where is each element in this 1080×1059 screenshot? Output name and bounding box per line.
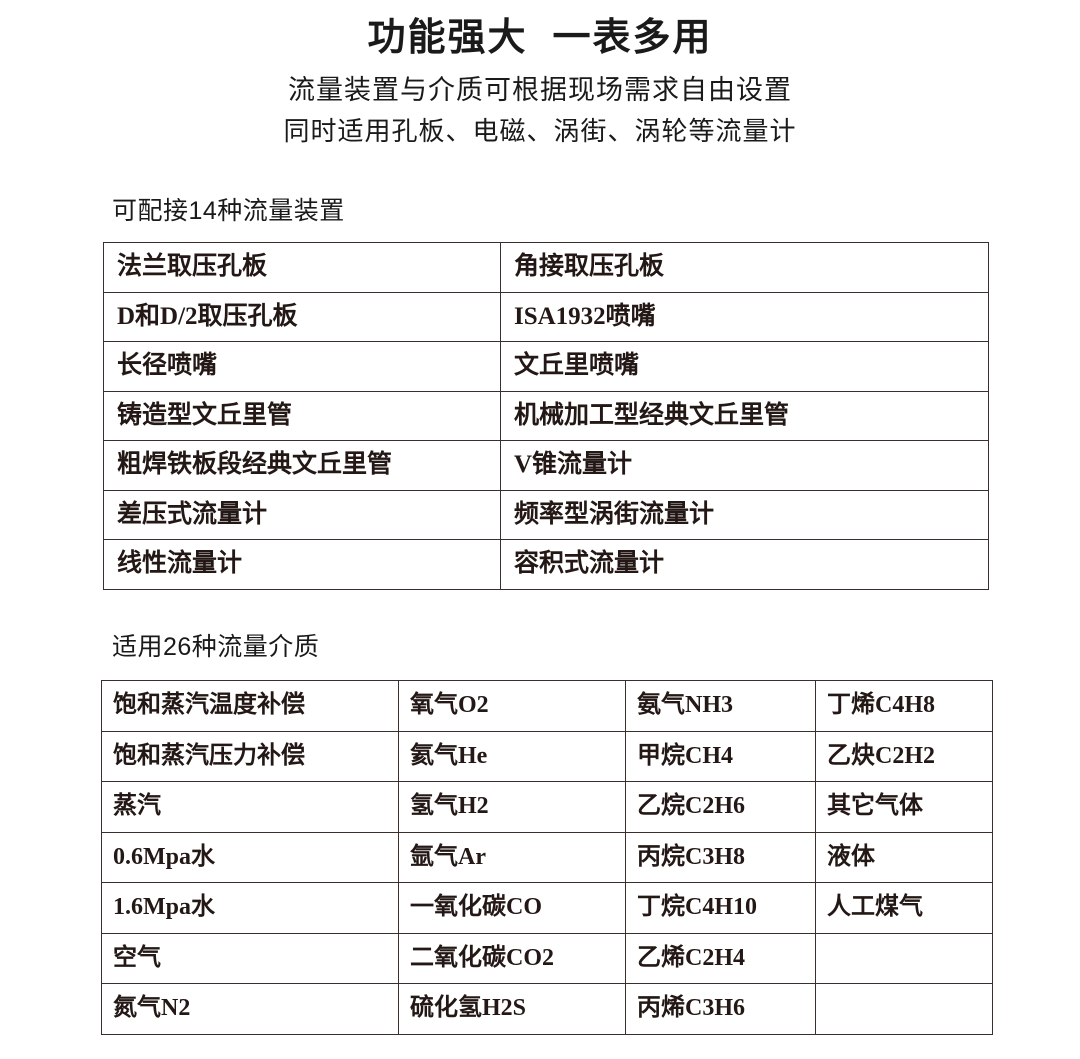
table-cell: 硫化氢H2S [398, 983, 626, 1035]
table-row: 氮气N2 硫化氢H2S 丙烯C3H6 [101, 983, 993, 1035]
table-cell: 甲烷CH4 [625, 730, 816, 782]
table-cell: 文丘里喷嘴 [500, 341, 989, 392]
page-subtitle-primary: 流量装置与介质可根据现场需求自由设置 [288, 75, 792, 105]
table-cell: 粗焊铁板段经典文丘里管 [103, 440, 501, 491]
devices-table-body: 法兰取压孔板 角接取压孔板 D和D/2取压孔板 ISA1932喷嘴 长径喷嘴 文… [103, 242, 989, 590]
media-table: 饱和蒸汽温度补偿 氧气O2 氨气NH3 丁烯C4H8 饱和蒸汽压力补偿 氦气He… [101, 680, 993, 1035]
table-cell: 氨气NH3 [625, 680, 816, 732]
table-cell: D和D/2取压孔板 [103, 291, 501, 342]
table-row: 粗焊铁板段经典文丘里管 V锥流量计 [103, 440, 989, 491]
table-row: 法兰取压孔板 角接取压孔板 [103, 242, 989, 293]
table-cell: 铸造型文丘里管 [103, 390, 501, 441]
table-cell: 丙烯C3H6 [625, 983, 816, 1035]
table-cell: 二氧化碳CO2 [398, 932, 626, 984]
table-cell: 氧气O2 [398, 680, 626, 732]
table-cell: 一氧化碳CO [398, 882, 626, 934]
media-table-container: 饱和蒸汽温度补偿 氧气O2 氨气NH3 丁烯C4H8 饱和蒸汽压力补偿 氦气He… [101, 680, 993, 1035]
table-row: 差压式流量计 频率型涡街流量计 [103, 489, 989, 540]
table-cell: 氦气He [398, 730, 626, 782]
table-cell: 人工煤气 [815, 882, 993, 934]
table-cell: 液体 [815, 831, 993, 883]
table-cell: 角接取压孔板 [500, 242, 989, 293]
table-cell: 法兰取压孔板 [103, 242, 501, 293]
table-cell: 氢气H2 [398, 781, 626, 833]
table-cell: V锥流量计 [500, 440, 989, 491]
table-row: 0.6Mpa水 氩气Ar 丙烷C3H8 液体 [101, 831, 993, 883]
table-row: 空气 二氧化碳CO2 乙烯C2H4 [101, 932, 993, 984]
table-cell-empty [815, 983, 993, 1035]
table-cell: 饱和蒸汽温度补偿 [101, 680, 399, 732]
table-cell: 长径喷嘴 [103, 341, 501, 392]
devices-table-container: 法兰取压孔板 角接取压孔板 D和D/2取压孔板 ISA1932喷嘴 长径喷嘴 文… [103, 242, 989, 590]
table-cell: 其它气体 [815, 781, 993, 833]
table-cell: 线性流量计 [103, 539, 501, 590]
table-cell: 氮气N2 [101, 983, 399, 1035]
table-cell: 丙烷C3H8 [625, 831, 816, 883]
table-cell: 丁烯C4H8 [815, 680, 993, 732]
table-row: 铸造型文丘里管 机械加工型经典文丘里管 [103, 390, 989, 441]
table-cell: 饱和蒸汽压力补偿 [101, 730, 399, 782]
table-row: 饱和蒸汽压力补偿 氦气He 甲烷CH4 乙炔C2H2 [101, 730, 993, 782]
table-cell: 乙烷C2H6 [625, 781, 816, 833]
table-cell: 频率型涡街流量计 [500, 489, 989, 540]
page-title: 功能强大 一表多用 [367, 17, 713, 59]
table-row: 1.6Mpa水 一氧化碳CO 丁烷C4H10 人工煤气 [101, 882, 993, 934]
table-cell: 空气 [101, 932, 399, 984]
section-heading-devices: 可配接14种流量装置 [112, 197, 345, 225]
devices-table: 法兰取压孔板 角接取压孔板 D和D/2取压孔板 ISA1932喷嘴 长径喷嘴 文… [103, 242, 989, 590]
table-cell-empty [815, 932, 993, 984]
table-row: 饱和蒸汽温度补偿 氧气O2 氨气NH3 丁烯C4H8 [101, 680, 993, 732]
table-cell: 氩气Ar [398, 831, 626, 883]
page-subtitle-secondary: 同时适用孔板、电磁、涡街、涡轮等流量计 [283, 116, 797, 146]
table-cell: 丁烷C4H10 [625, 882, 816, 934]
table-cell: 差压式流量计 [103, 489, 501, 540]
table-row: 蒸汽 氢气H2 乙烷C2H6 其它气体 [101, 781, 993, 833]
table-row: 线性流量计 容积式流量计 [103, 539, 989, 590]
table-cell: 机械加工型经典文丘里管 [500, 390, 989, 441]
table-cell: 容积式流量计 [500, 539, 989, 590]
table-cell: 乙烯C2H4 [625, 932, 816, 984]
table-cell: 乙炔C2H2 [815, 730, 993, 782]
page-header: 功能强大 一表多用 流量装置与介质可根据现场需求自由设置 同时适用孔板、电磁、涡… [0, 0, 1080, 150]
table-row: 长径喷嘴 文丘里喷嘴 [103, 341, 989, 392]
table-row: D和D/2取压孔板 ISA1932喷嘴 [103, 291, 989, 342]
media-table-body: 饱和蒸汽温度补偿 氧气O2 氨气NH3 丁烯C4H8 饱和蒸汽压力补偿 氦气He… [101, 680, 993, 1035]
table-cell: 1.6Mpa水 [101, 882, 399, 934]
table-cell: 0.6Mpa水 [101, 831, 399, 883]
table-cell: ISA1932喷嘴 [500, 291, 989, 342]
section-heading-media: 适用26种流量介质 [112, 633, 320, 661]
table-cell: 蒸汽 [101, 781, 399, 833]
